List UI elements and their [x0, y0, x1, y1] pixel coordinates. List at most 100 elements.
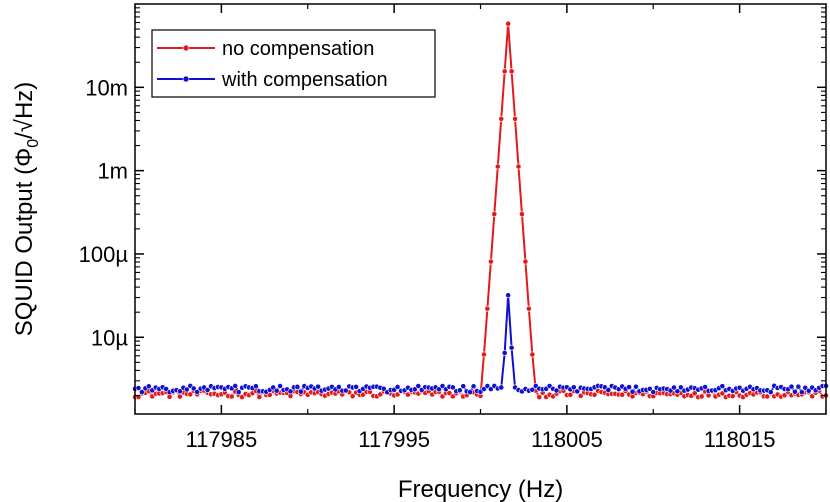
x-tick-label: 118015 — [704, 427, 776, 452]
data-point — [788, 383, 795, 390]
data-point — [519, 211, 525, 217]
legend: no compensation with compensation — [151, 29, 436, 98]
data-point — [553, 387, 560, 394]
legend-marker — [182, 44, 190, 52]
data-point — [591, 391, 598, 398]
data-point — [494, 163, 501, 170]
legend-label: no compensation — [222, 38, 374, 60]
data-point — [439, 383, 446, 389]
data-point — [449, 384, 456, 391]
data-point — [764, 393, 771, 400]
data-point — [629, 388, 636, 395]
data-point — [467, 389, 474, 395]
y-axis-title: SQUID Output (Φ0/√Hz) — [11, 82, 42, 337]
data-point — [605, 387, 612, 393]
data-point — [650, 389, 657, 396]
data-point — [380, 385, 387, 392]
data-point — [487, 258, 494, 265]
data-point — [287, 388, 294, 395]
data-point — [633, 383, 639, 390]
data-point — [253, 383, 259, 390]
data-point — [577, 392, 584, 399]
data-point — [342, 387, 349, 394]
data-point — [228, 393, 235, 400]
data-point — [529, 351, 536, 358]
data-point — [315, 383, 322, 390]
y-axis-title-subscript: 0 — [25, 139, 42, 148]
data-point — [484, 305, 491, 312]
data-point — [335, 384, 342, 390]
y-tick-label: 10µ — [91, 325, 128, 350]
y-tick-label: 1m — [97, 159, 128, 184]
data-point — [498, 384, 505, 391]
data-point — [456, 387, 463, 394]
series-layer — [132, 20, 829, 401]
data-point — [349, 393, 356, 400]
data-point — [470, 383, 477, 390]
data-point — [232, 383, 239, 389]
y-tick-label: 10m — [85, 75, 128, 100]
data-point — [436, 386, 442, 393]
data-point — [574, 388, 581, 395]
data-point — [505, 20, 512, 27]
data-point — [297, 388, 304, 395]
data-point — [446, 390, 453, 396]
data-point — [626, 384, 632, 390]
x-tick-label: 117985 — [185, 427, 257, 452]
data-point — [270, 384, 277, 391]
data-point — [529, 386, 536, 393]
data-point — [183, 386, 190, 393]
ticks-layer: 117985 117995 118005 118015 10µ 100µ 1m 10m — [79, 4, 827, 452]
data-point — [798, 389, 805, 395]
data-point — [719, 383, 726, 390]
y-axis-title-prefix: SQUID Output (Φ — [11, 148, 38, 337]
legend-label: with compensation — [221, 69, 388, 91]
data-point — [501, 349, 508, 356]
data-point — [481, 351, 487, 358]
data-point — [508, 344, 515, 351]
data-point — [190, 385, 197, 392]
data-point — [294, 383, 301, 390]
data-point — [353, 384, 360, 390]
data-point — [677, 384, 684, 391]
data-point — [512, 116, 518, 122]
series-line — [134, 295, 827, 394]
x-tick-label: 118005 — [531, 427, 603, 452]
data-point — [795, 383, 802, 390]
data-point — [145, 383, 152, 390]
data-point — [411, 386, 418, 393]
legend-entries: no compensation with compensation — [157, 38, 388, 91]
data-point — [619, 391, 626, 398]
data-point — [498, 116, 505, 122]
data-point — [674, 388, 681, 395]
data-point — [515, 163, 522, 170]
data-point — [135, 385, 142, 391]
data-point — [809, 393, 816, 400]
data-point — [277, 383, 284, 389]
data-point — [501, 68, 508, 75]
data-point — [702, 384, 708, 390]
data-point — [491, 211, 498, 217]
data-point — [256, 394, 263, 400]
data-point — [394, 384, 401, 390]
data-point — [525, 305, 532, 312]
data-point — [415, 383, 422, 389]
data-point — [508, 68, 515, 75]
legend-marker — [182, 75, 190, 83]
data-point — [698, 393, 705, 400]
x-tick-label: 117995 — [358, 427, 430, 452]
y-tick-label: 100µ — [79, 242, 129, 267]
data-point — [187, 391, 194, 398]
data-point — [194, 389, 201, 395]
x-axis-title: Frequency (Hz) — [398, 476, 563, 502]
data-point — [505, 292, 512, 299]
data-point — [767, 389, 774, 396]
series-2 — [132, 292, 829, 396]
data-point — [177, 388, 183, 395]
data-point — [781, 392, 788, 399]
y-axis-title-suffix: /√Hz) — [11, 82, 38, 139]
legend-box — [151, 29, 436, 98]
data-point — [273, 387, 280, 394]
data-point — [671, 384, 677, 391]
